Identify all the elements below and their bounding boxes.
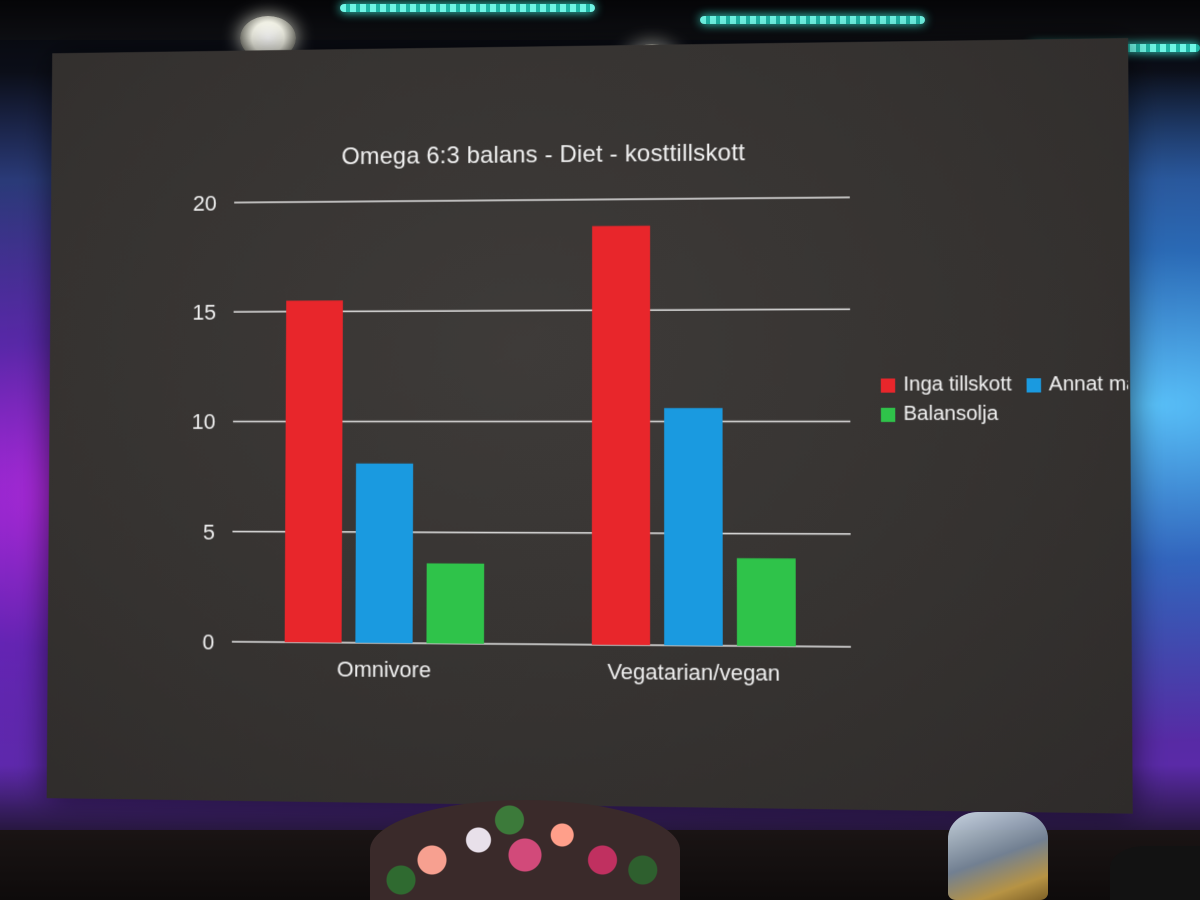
y-tick-label: 15 [192,300,216,325]
bar-chart: 0 5 10 15 20 Omnivore Vegatarian/vegan [192,191,1133,686]
led-bar-left [340,4,595,12]
chart-legend: Inga tillskott Annat mä Balansolja [880,373,1128,432]
bar-annat-m--0 [355,463,414,644]
legend-label: Annat mä [1048,373,1129,396]
flower-arrangement [370,800,680,900]
bar-balansolja-0 [426,563,485,644]
legend-label: Balansolja [903,402,999,426]
bar-inga-tillskott-1 [591,225,651,646]
legend-swatch-green [880,407,896,422]
y-tick-label: 0 [202,629,214,654]
bars [284,225,796,647]
x-category-label: Vegatarian/vegan [607,659,780,686]
legend-item-annat: Annat mä [1026,373,1128,397]
x-axis-categories: Omnivore Vegatarian/vegan [337,656,780,686]
bar-annat-m--1 [664,408,723,646]
x-category-label: Omnivore [337,656,431,682]
legend-item-balansolja: Balansolja [880,402,999,426]
y-axis-ticks: 0 5 10 15 20 [192,191,217,655]
y-tick-label: 20 [193,191,217,216]
projection-screen: Omega 6:3 balans - Diet - kosttillskott … [46,38,1133,814]
legend-item-inga-tillskott: Inga tillskott [880,373,1012,396]
legend-swatch-red [880,377,896,393]
gridline [234,197,850,202]
legend-row-2: Balansolja [880,402,1128,426]
legend-swatch-blue [1026,377,1041,392]
legend-label: Inga tillskott [903,373,1012,396]
y-tick-label: 5 [203,519,215,544]
stage-speaker [1110,846,1200,900]
y-tick-label: 10 [192,409,216,434]
led-bar-center [700,16,925,24]
legend-row-1: Inga tillskott Annat mä [880,373,1128,397]
bar-balansolja-1 [736,558,796,647]
lighting-truss [0,0,1200,40]
trophy [948,812,1048,900]
bar-inga-tillskott-0 [284,300,343,643]
